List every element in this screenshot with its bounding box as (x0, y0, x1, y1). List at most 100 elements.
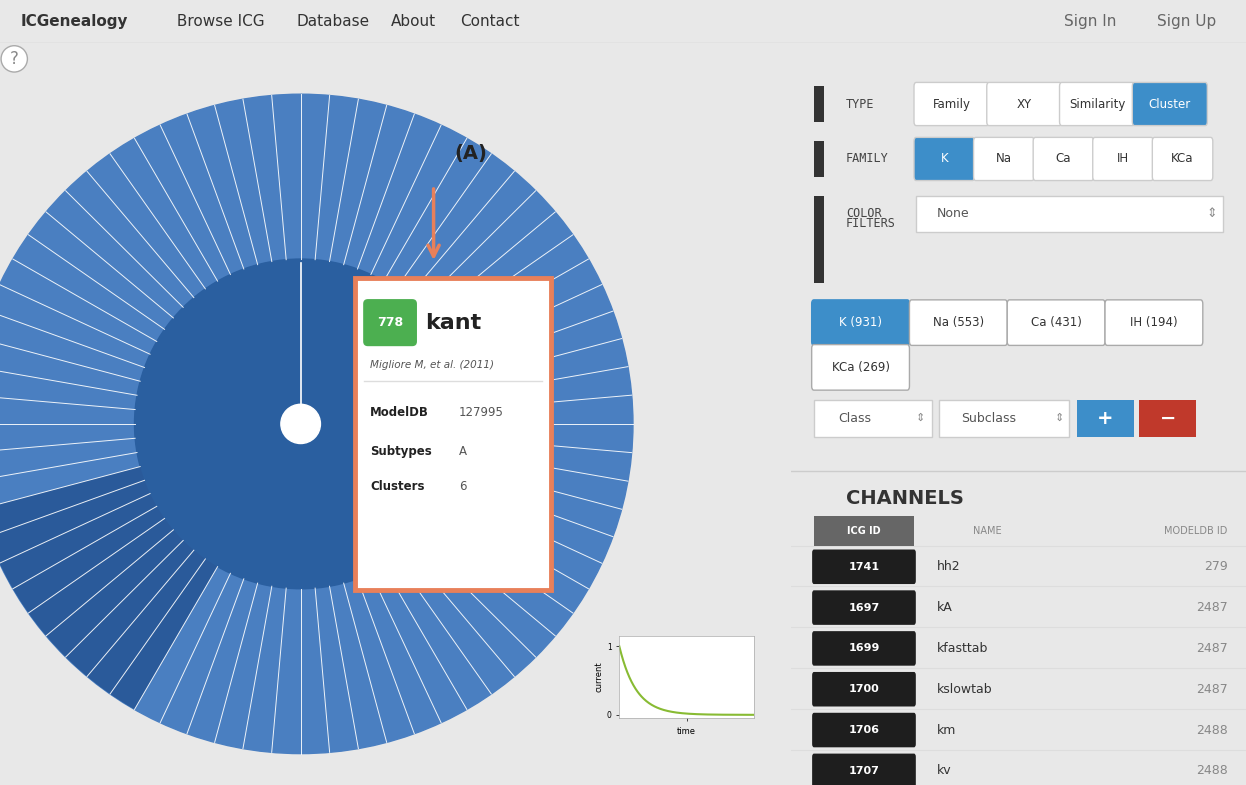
FancyBboxPatch shape (1133, 82, 1207, 126)
Text: 6: 6 (459, 480, 466, 493)
FancyBboxPatch shape (973, 137, 1034, 181)
FancyBboxPatch shape (1007, 300, 1105, 345)
FancyBboxPatch shape (939, 400, 1069, 437)
Text: Na (553): Na (553) (933, 316, 984, 329)
Text: Migliore M, et al. (2011): Migliore M, et al. (2011) (370, 360, 495, 370)
Circle shape (0, 94, 633, 754)
Text: 1700: 1700 (849, 685, 880, 694)
FancyBboxPatch shape (812, 590, 916, 625)
FancyBboxPatch shape (812, 754, 916, 785)
Text: 127995: 127995 (459, 406, 503, 418)
Text: ICG ID: ICG ID (847, 526, 881, 535)
Text: TYPE: TYPE (846, 97, 875, 111)
Text: About: About (391, 14, 436, 29)
Text: kant: kant (425, 312, 481, 333)
FancyBboxPatch shape (915, 82, 989, 126)
FancyBboxPatch shape (812, 631, 916, 666)
Text: (A): (A) (455, 144, 487, 162)
FancyBboxPatch shape (812, 672, 916, 707)
Text: 1741: 1741 (849, 562, 880, 571)
FancyBboxPatch shape (915, 137, 974, 181)
Text: Browse ICG: Browse ICG (172, 14, 264, 29)
Text: ⇕: ⇕ (916, 414, 926, 423)
Bar (814, 196, 824, 232)
Text: 2487: 2487 (1196, 683, 1227, 696)
X-axis label: time: time (677, 728, 697, 736)
Text: −: − (1160, 409, 1176, 428)
Text: Clusters: Clusters (370, 480, 425, 493)
Text: Class: Class (839, 412, 871, 425)
FancyBboxPatch shape (910, 300, 1007, 345)
FancyBboxPatch shape (355, 278, 551, 590)
FancyBboxPatch shape (987, 82, 1062, 126)
Bar (814, 212, 824, 283)
Text: Subclass: Subclass (962, 412, 1017, 425)
Text: 778: 778 (378, 316, 404, 329)
Circle shape (135, 259, 467, 589)
Text: kslowtab: kslowtab (937, 683, 992, 696)
Text: Cluster: Cluster (1149, 97, 1191, 111)
Text: 1699: 1699 (849, 644, 880, 653)
Text: K: K (941, 152, 948, 166)
FancyBboxPatch shape (812, 550, 916, 584)
Text: hh2: hh2 (937, 560, 961, 573)
FancyBboxPatch shape (916, 196, 1224, 232)
FancyBboxPatch shape (360, 283, 546, 585)
Text: Contact: Contact (460, 14, 520, 29)
Circle shape (280, 404, 320, 444)
FancyBboxPatch shape (1139, 400, 1196, 437)
Text: Family: Family (932, 97, 971, 111)
Text: K (931): K (931) (839, 316, 882, 329)
FancyBboxPatch shape (811, 300, 910, 345)
Text: km: km (937, 724, 956, 736)
Text: kfasttab: kfasttab (937, 642, 988, 655)
Text: ModelDB: ModelDB (370, 406, 429, 418)
Text: Subtypes: Subtypes (370, 445, 432, 458)
Text: 2487: 2487 (1196, 642, 1227, 655)
Text: Sign Up: Sign Up (1156, 14, 1216, 29)
Text: None: None (937, 207, 969, 221)
Text: kv: kv (937, 765, 952, 777)
Text: 2487: 2487 (1196, 601, 1227, 614)
Text: 279: 279 (1204, 560, 1227, 573)
Text: 1707: 1707 (849, 766, 880, 776)
Text: ICGenealogy: ICGenealogy (21, 14, 128, 29)
Text: ⇕: ⇕ (1206, 207, 1217, 221)
Text: IH: IH (1116, 152, 1129, 166)
FancyBboxPatch shape (1033, 137, 1094, 181)
FancyBboxPatch shape (814, 400, 932, 437)
Text: 1706: 1706 (849, 725, 880, 735)
FancyBboxPatch shape (1059, 82, 1135, 126)
Text: Ca: Ca (1055, 152, 1072, 166)
Text: FAMILY: FAMILY (846, 152, 888, 166)
Text: Ca (431): Ca (431) (1030, 316, 1082, 329)
Text: COLOR: COLOR (846, 207, 881, 221)
FancyBboxPatch shape (1093, 137, 1154, 181)
Bar (814, 516, 915, 546)
FancyBboxPatch shape (812, 713, 916, 747)
Text: ⇕: ⇕ (1055, 414, 1064, 423)
Text: ?: ? (10, 50, 19, 68)
Text: Sign In: Sign In (1064, 14, 1116, 29)
FancyBboxPatch shape (1105, 300, 1202, 345)
Text: Similarity: Similarity (1069, 97, 1125, 111)
FancyBboxPatch shape (1153, 137, 1212, 181)
Text: 2488: 2488 (1196, 765, 1227, 777)
Text: 2488: 2488 (1196, 724, 1227, 736)
Text: FILTERS: FILTERS (846, 217, 896, 230)
Text: A: A (459, 445, 467, 458)
Text: NAME: NAME (973, 526, 1002, 535)
FancyBboxPatch shape (811, 345, 910, 390)
Bar (814, 86, 824, 122)
Text: XY: XY (1017, 97, 1032, 111)
Wedge shape (0, 466, 218, 710)
Text: +: + (1096, 409, 1114, 428)
Text: Database: Database (297, 14, 369, 29)
FancyBboxPatch shape (363, 299, 417, 346)
Text: IH (194): IH (194) (1130, 316, 1177, 329)
Text: kA: kA (937, 601, 952, 614)
FancyBboxPatch shape (1077, 400, 1134, 437)
Text: Na: Na (996, 152, 1012, 166)
Y-axis label: current: current (596, 662, 604, 692)
Text: 1697: 1697 (849, 603, 880, 612)
